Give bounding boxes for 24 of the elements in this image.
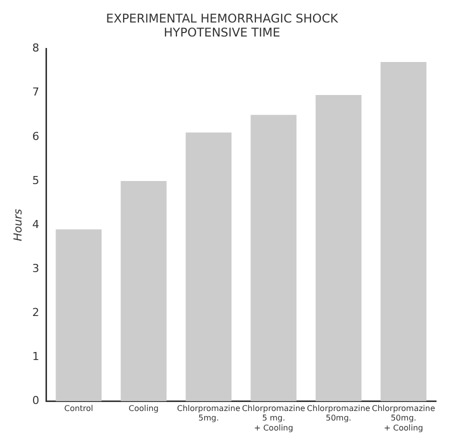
y-tick-label: 0 xyxy=(32,394,40,408)
y-tick-label: 2 xyxy=(32,306,40,319)
text: EXPERIMENTAL HEMORRHAGIC SHOCK xyxy=(106,11,338,26)
x-tick-label: Chlorpromazine 5 mg. + Cooling xyxy=(242,404,306,432)
text: HYPOTENSIVE TIME xyxy=(164,26,280,40)
y-tick-label: 4 xyxy=(32,218,40,231)
x-tick-label: Chlorpromazine 50mg. xyxy=(306,404,370,423)
y-tick-label: 8 xyxy=(32,42,40,55)
x-tick-label: Chlorpromazine 5mg. xyxy=(176,404,240,423)
bar xyxy=(316,95,362,402)
bar xyxy=(250,114,297,402)
x-tick-label: Chlorpromazine 50mg. + Cooling xyxy=(372,404,436,432)
bar xyxy=(186,132,232,402)
y-tick-label: 5 xyxy=(32,174,40,187)
y-tick-label: 3 xyxy=(32,262,40,275)
y-tick-label: 7 xyxy=(32,86,40,99)
bar xyxy=(120,180,167,402)
y-axis-title: Hours xyxy=(11,208,24,242)
bar xyxy=(380,62,426,402)
x-tick-label: Control xyxy=(64,404,94,414)
y-tick-label: 1 xyxy=(32,350,40,364)
bar xyxy=(56,229,102,402)
y-tick-label: 6 xyxy=(32,130,40,143)
x-tick-label: Cooling xyxy=(128,404,159,414)
